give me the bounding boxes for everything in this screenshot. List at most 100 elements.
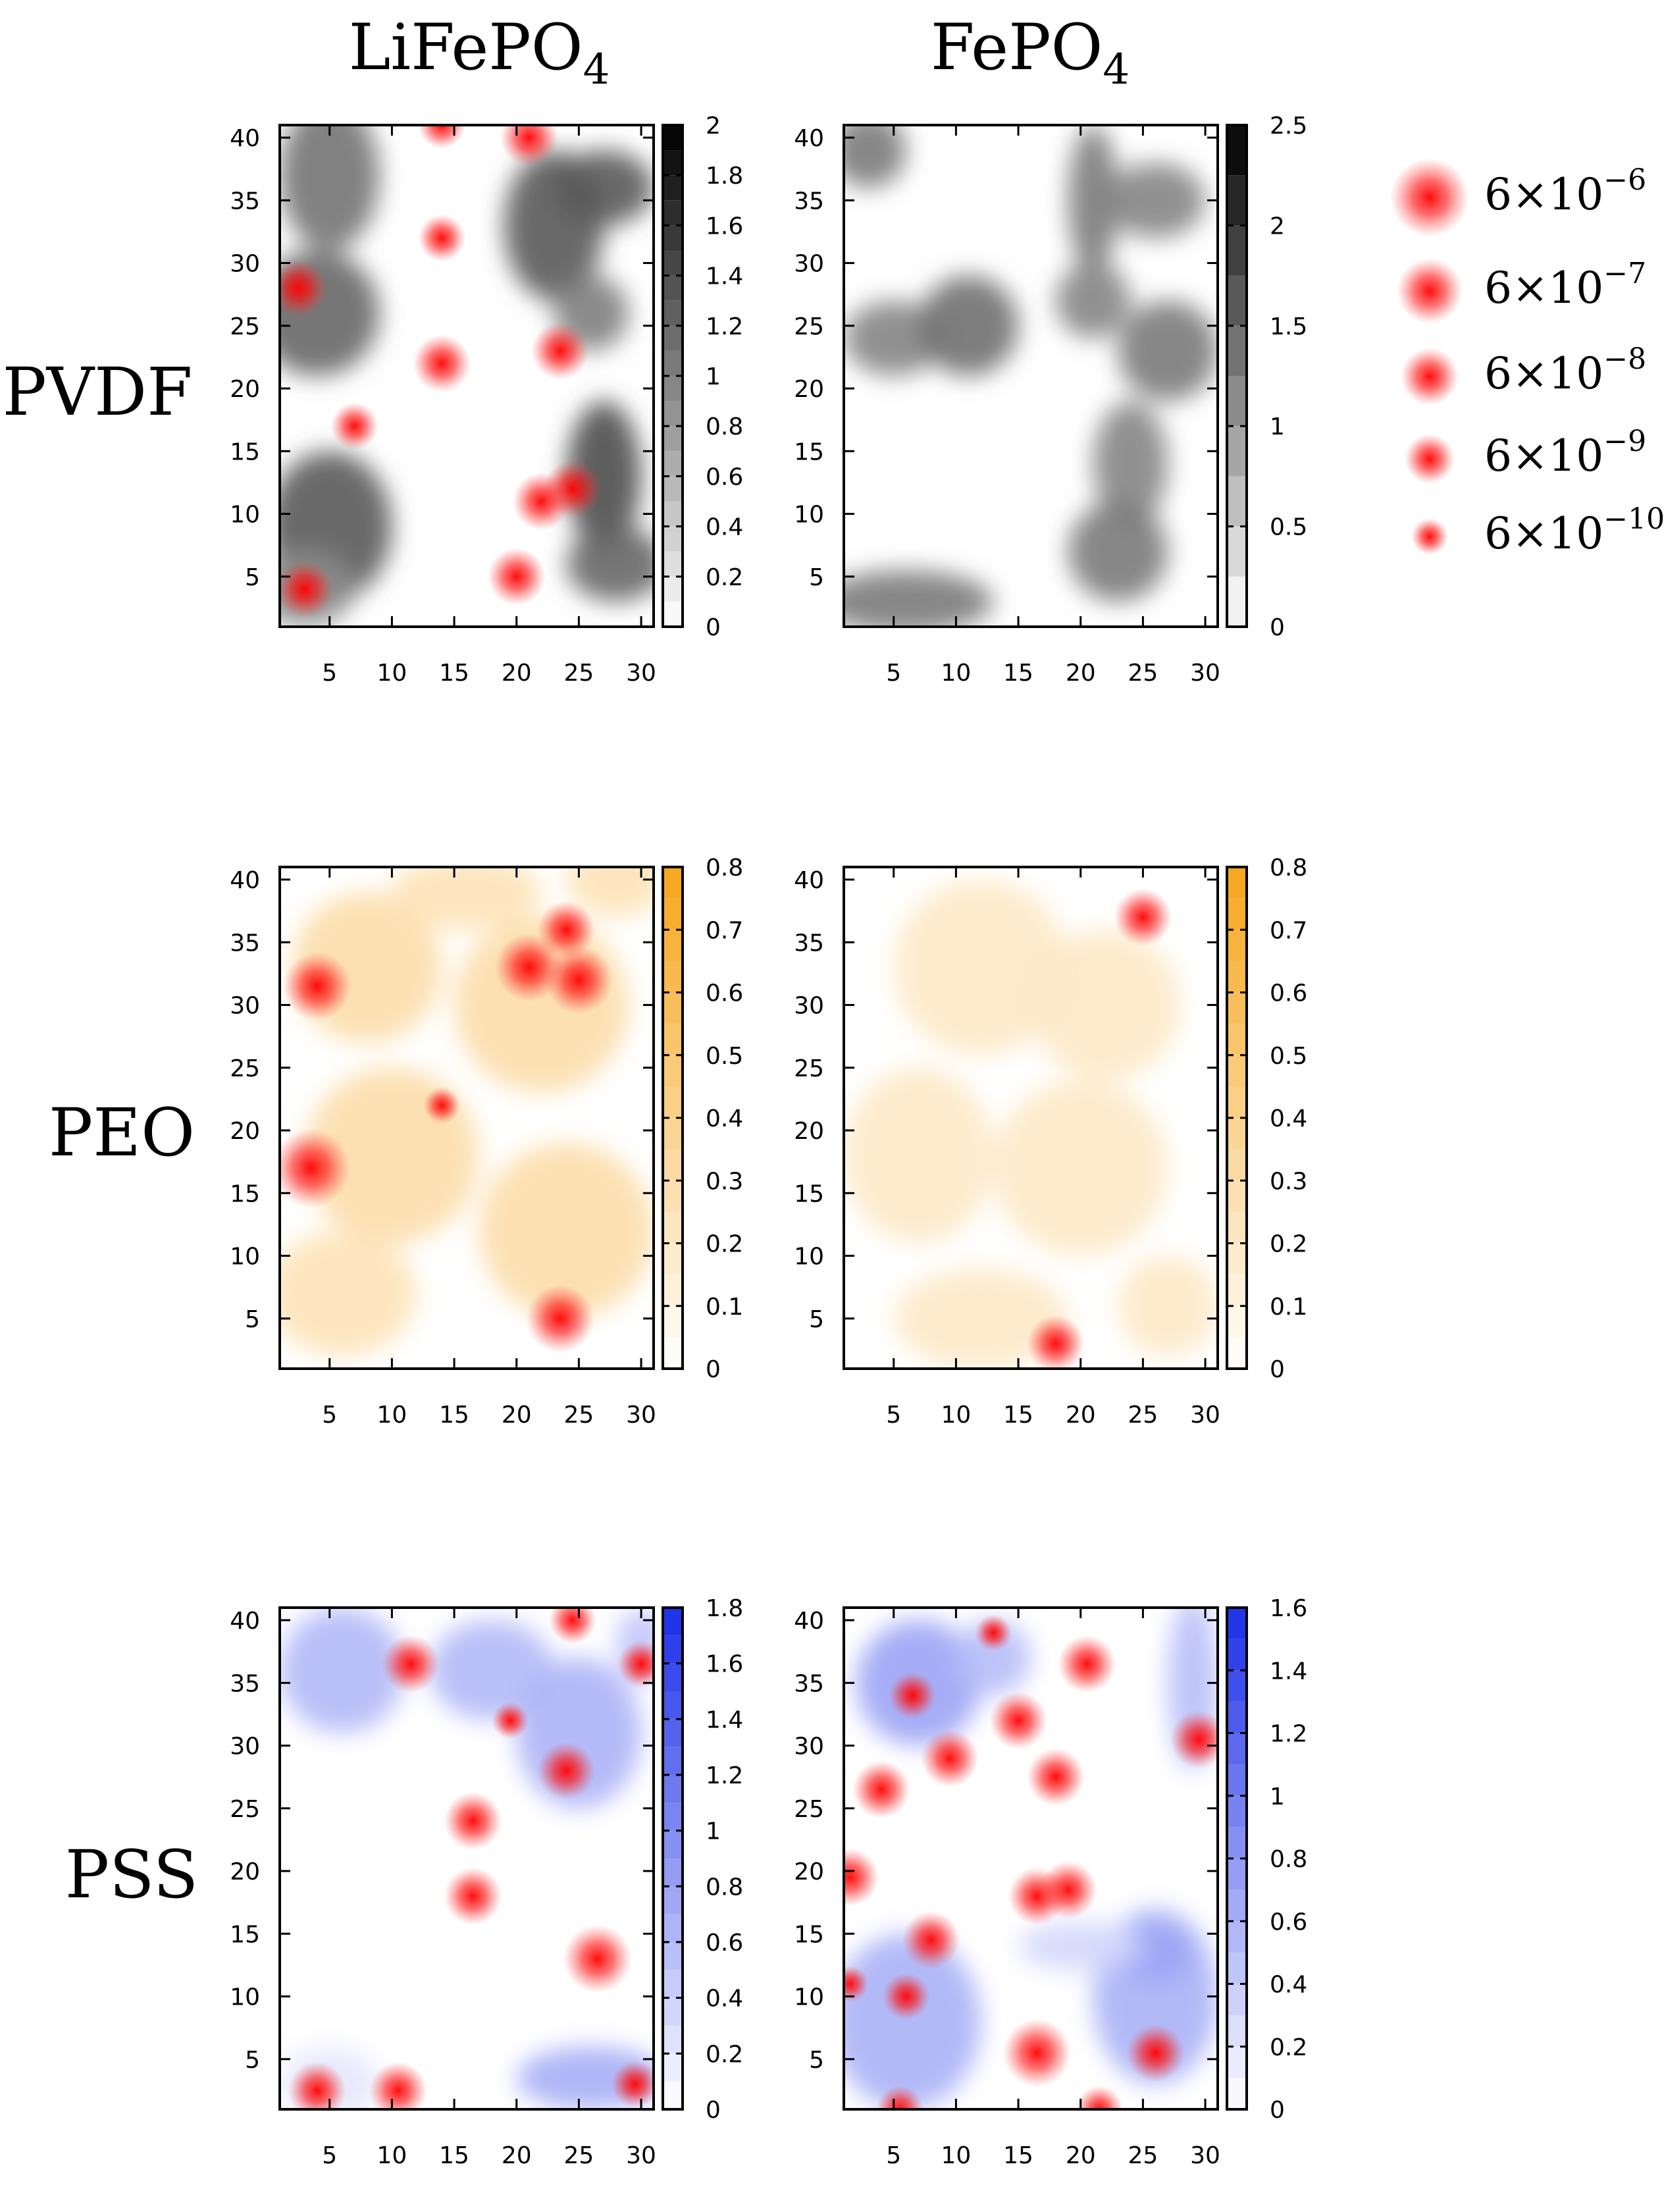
colorbar-tick-label: 0.8 xyxy=(706,1874,743,1901)
colorbar-band xyxy=(1227,867,1247,899)
colorbar-tick-label: 1.4 xyxy=(1270,1658,1307,1685)
density-field xyxy=(280,125,654,627)
y-tick-label: 40 xyxy=(794,1608,824,1635)
colorbar-band xyxy=(663,992,683,1024)
density-blob xyxy=(280,125,380,251)
colorbar-band xyxy=(1227,1858,1247,1890)
density-blob xyxy=(1068,125,1118,276)
plot-frame xyxy=(843,124,1219,628)
colorbar-tick-label: 0.8 xyxy=(706,855,743,882)
y-tick-label: 10 xyxy=(794,502,824,529)
colorbar-band xyxy=(1227,1275,1247,1306)
colorbar-band xyxy=(663,2053,683,2082)
density-blob xyxy=(280,1608,405,1733)
density-field xyxy=(280,1608,654,2109)
y-tick-label: 40 xyxy=(794,867,824,894)
colorbar-band xyxy=(663,200,683,226)
x-tick-label: 5 xyxy=(322,660,337,687)
colorbar-band xyxy=(663,961,683,993)
colorbar-band xyxy=(1227,1764,1247,1796)
diffusion-point xyxy=(288,2061,346,2109)
colorbar-band xyxy=(663,1858,683,1887)
legend-marker-6e-8 xyxy=(1401,348,1459,406)
colorbar-band xyxy=(663,451,683,477)
density-blob xyxy=(956,1620,1031,1696)
panel-peo-lifepo4: 5 10 15 20 25 30 5 10 15 20 25 30 35 40 0 0.1 0.2 0.3 0.4 0… xyxy=(230,855,743,1429)
diffusion-point xyxy=(920,1729,979,1787)
column-title-fepo4: FePO4 xyxy=(931,11,1130,94)
density-field xyxy=(280,867,654,1356)
colorbar-band xyxy=(1227,1608,1247,1639)
colorbar-tick-label: 0.4 xyxy=(706,1986,743,2013)
diffusion-point xyxy=(1126,2024,1185,2082)
colorbar-band xyxy=(663,376,683,402)
y-tick-label: 5 xyxy=(245,1306,260,1333)
panels: 5 10 15 20 25 3051015202530354000.20.40.60.81… xyxy=(230,113,1307,2169)
y-tick-label: 20 xyxy=(230,1118,260,1145)
diffusion-point xyxy=(1058,1635,1116,1693)
y-tick-label: 10 xyxy=(230,1984,260,2011)
density-blob xyxy=(844,1067,994,1244)
x-tick-label: 15 xyxy=(439,1402,469,1429)
diffusion-point xyxy=(1026,1314,1085,1369)
colorbar-band xyxy=(663,1337,683,1369)
colorbar-band xyxy=(663,1305,683,1338)
colorbar-tick-label: 1.5 xyxy=(1270,313,1307,340)
colorbar-band xyxy=(663,501,683,527)
legend-marker-6e-7 xyxy=(1397,258,1463,324)
y-tick-label: 20 xyxy=(794,376,824,403)
diffusion-point xyxy=(902,1910,960,1969)
y-tick-label: 35 xyxy=(794,930,824,957)
diffusion-point xyxy=(544,945,613,1014)
y-tick-label: 5 xyxy=(245,564,260,591)
colorbar-band xyxy=(1227,1952,1247,1984)
colorbar-band xyxy=(663,1830,683,1858)
x-tick-label: 30 xyxy=(1190,660,1220,687)
diffusion-point xyxy=(1076,2086,1124,2109)
legend-entry-6e-6: 6×10−6 xyxy=(1390,158,1646,237)
colorbar-band xyxy=(663,1747,683,1775)
colorbar-band xyxy=(1227,1733,1247,1765)
colorbar-band xyxy=(1227,1639,1247,1671)
x-tick-label: 30 xyxy=(626,1402,656,1429)
row-label-pss: PSS xyxy=(65,1836,199,1913)
y-tick-label: 15 xyxy=(230,1921,260,1948)
y-tick-label: 35 xyxy=(794,188,824,215)
colorbar-band xyxy=(663,1942,683,1970)
diffusion-point xyxy=(487,547,546,606)
density-blob xyxy=(1118,300,1218,402)
x-tick-label: 30 xyxy=(1190,1402,1220,1429)
x-tick-label: 10 xyxy=(941,1402,971,1429)
x-tick-label: 10 xyxy=(941,660,971,687)
colorbar-band xyxy=(663,1275,683,1306)
colorbar-band xyxy=(1227,1024,1247,1055)
panel-pvdf-fepo4: 5 10 15 20 25 30 5 10 15 20 25 30 35 40 0 0.5 1 1.5 2 2.5 xyxy=(794,113,1307,687)
density-blob xyxy=(1093,401,1168,527)
x-tick-label: 20 xyxy=(502,2142,532,2169)
colorbar-tick-label: 2 xyxy=(1270,213,1285,240)
y-tick-label: 20 xyxy=(230,1858,260,1885)
legend-marker-6e-9 xyxy=(1405,434,1455,484)
colorbar-band xyxy=(1227,1670,1247,1702)
legend-entry-6e-10: 6×10−10 xyxy=(1411,502,1664,559)
colorbar-band xyxy=(1227,1118,1247,1149)
x-tick-label: 10 xyxy=(377,1402,407,1429)
x-tick-label: 25 xyxy=(563,2142,594,2169)
panel-pss-fepo4: 5 10 15 20 25 30 5 10 15 20 25 30 35 40 0 0.2 0.4 0.6 0.8 1… xyxy=(794,1595,1307,2169)
colorbar-band xyxy=(1227,275,1247,326)
diffusion-point xyxy=(282,951,351,1020)
colorbar-band xyxy=(1227,1243,1247,1275)
plot-frame xyxy=(843,866,1219,1370)
y-tick-label: 10 xyxy=(230,502,260,529)
x-tick-label: 10 xyxy=(377,2142,407,2169)
colorbar-tick-label: 0.4 xyxy=(706,1105,743,1132)
density-blob xyxy=(1118,1255,1218,1356)
colorbar-band xyxy=(663,2081,683,2109)
legend-label-6e-6: 6×10−6 xyxy=(1484,163,1646,220)
colorbar-band xyxy=(1227,1337,1247,1369)
diffusion-point xyxy=(280,259,328,317)
colorbar-band xyxy=(663,225,683,251)
density-blob xyxy=(554,150,654,226)
colorbar-band xyxy=(663,1055,683,1087)
diffusion-point xyxy=(381,1635,440,1693)
